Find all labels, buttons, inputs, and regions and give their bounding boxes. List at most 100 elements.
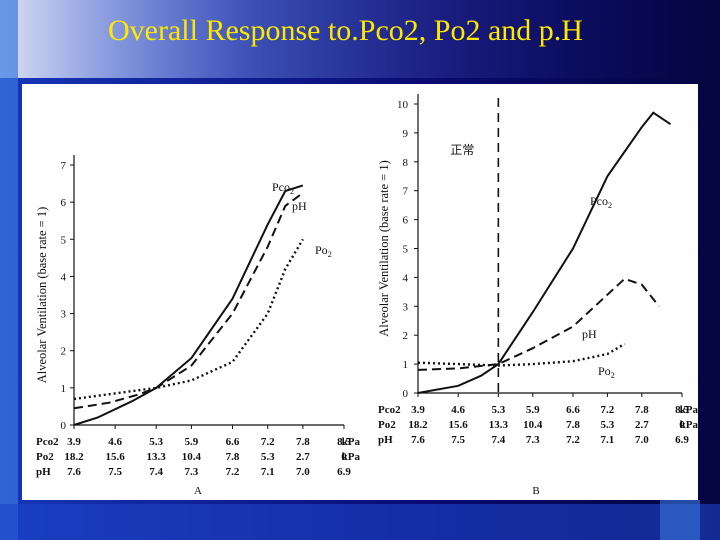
y-tick-label: 1 — [61, 383, 67, 395]
y-tick-label: 9 — [403, 128, 409, 140]
series-label-pco2: Pco2 — [590, 194, 612, 210]
x-tick-label: 3.9 — [411, 404, 425, 416]
x-tick-label: 7.0 — [635, 434, 649, 446]
series-label-pco2: Pco2 — [272, 180, 294, 196]
y-tick-label: 1 — [403, 359, 409, 371]
y-tick-label: 4 — [61, 271, 67, 283]
title-band — [0, 0, 720, 78]
panel-label: A — [194, 485, 202, 497]
x-tick-label: 4.6 — [108, 436, 122, 448]
x-tick-label: 2.7 — [296, 451, 310, 463]
x-tick-label: 7.2 — [261, 436, 275, 448]
x-tick-label: 7.3 — [526, 434, 540, 446]
normal-annotation: 正常 — [450, 143, 474, 157]
x-tick-label: 7.3 — [185, 466, 199, 478]
x-tick-label: 7.2 — [601, 404, 615, 416]
x-tick-label: 6.9 — [337, 466, 351, 478]
panel-label: B — [532, 485, 539, 497]
x-tick-label: 8.5 — [337, 436, 351, 448]
y-tick-label: 6 — [403, 215, 409, 227]
x-tick-label: 7.4 — [491, 434, 505, 446]
series-label-po2: Po2 — [315, 243, 332, 259]
x-tick-label: 7.8 — [635, 404, 649, 416]
x-tick-label: 6.6 — [566, 404, 580, 416]
x-tick-label: 0 — [341, 451, 347, 463]
series-label-ph: pH — [292, 199, 307, 213]
y-tick-label: 3 — [403, 301, 409, 313]
y-tick-label: 7 — [403, 186, 409, 198]
x-tick-label: 18.2 — [64, 451, 84, 463]
x-unit-label: kPa — [342, 451, 361, 463]
x-tick-label: 0 — [679, 419, 685, 431]
x-tick-label: 7.8 — [296, 436, 310, 448]
y-tick-label: 4 — [403, 272, 409, 284]
series-line-ph — [73, 192, 304, 410]
y-tick-label: 8 — [403, 157, 409, 169]
y-tick-label: 3 — [61, 309, 67, 321]
x-tick-label: 18.2 — [408, 419, 428, 431]
x-tick-label: 7.6 — [67, 466, 81, 478]
y-tick-label: 0 — [403, 388, 409, 400]
x-tick-label: 7.1 — [601, 434, 615, 446]
y-tick-label: 6 — [61, 197, 67, 209]
x-row-label: Pco2 — [378, 404, 401, 416]
slide-title: Overall Response to.Pco2, Po2 and p.H — [108, 14, 583, 47]
x-tick-label: 2.7 — [635, 419, 649, 431]
x-tick-label: 13.3 — [489, 419, 509, 431]
x-tick-label: 5.9 — [526, 404, 540, 416]
x-tick-label: 7.4 — [149, 466, 163, 478]
chart-a: 0 1 2 3 4 5 6 7 Alveolar Ventilation (base rate … — [35, 155, 361, 497]
x-tick-label: 7.2 — [226, 466, 240, 478]
x-tick-label: 7.1 — [261, 466, 275, 478]
y-tick-label: 5 — [403, 244, 409, 256]
y-tick-label: 2 — [61, 346, 67, 358]
x-row-label: Po2 — [36, 451, 54, 463]
x-tick-label: 6.9 — [675, 434, 689, 446]
x-tick-label: 5.3 — [261, 451, 275, 463]
series-line-po2 — [417, 342, 626, 367]
y-axis-label: Alveolar Ventilation (base rate = 1) — [35, 207, 49, 384]
y-axis-label: Alveolar Ventilation (base rate = 1) — [377, 160, 391, 337]
figure-panel: 0 1 2 3 4 5 6 7 Alveolar Ventilation (base rate … — [22, 84, 698, 500]
x-tick-label: 7.6 — [411, 434, 425, 446]
x-tick-label: 5.3 — [149, 436, 163, 448]
x-tick-label: 5.3 — [491, 404, 505, 416]
series-label-po2: Po2 — [598, 364, 615, 380]
x-tick-label: 3.9 — [67, 436, 81, 448]
x-row-label: pH — [378, 434, 393, 446]
x-tick-label: 10.4 — [182, 451, 202, 463]
chart-b: 0 1 2 3 4 5 6 7 8 9 10 Alveolar Ventilation (base r… — [377, 94, 698, 497]
x-tick-label: 4.6 — [451, 404, 465, 416]
left-accent-bar — [0, 0, 18, 540]
x-unit-label: kPa — [342, 436, 361, 448]
x-tick-label: 13.3 — [147, 451, 167, 463]
y-tick-label: 7 — [61, 160, 67, 172]
series-line-pco2 — [73, 184, 304, 426]
series-line-ph — [417, 277, 660, 371]
x-unit-label: kPa — [680, 404, 698, 416]
series-line-po2 — [73, 238, 304, 401]
x-tick-label: 7.0 — [296, 466, 310, 478]
x-tick-label: 7.8 — [566, 419, 580, 431]
x-tick-label: 7.5 — [451, 434, 465, 446]
bottom-accent-bar — [0, 504, 720, 540]
x-unit-label: kPa — [680, 419, 698, 431]
x-tick-label: 10.4 — [523, 419, 543, 431]
x-row-label: Po2 — [378, 419, 396, 431]
y-tick-label: 2 — [403, 330, 409, 342]
y-tick-label: 10 — [397, 99, 409, 111]
y-tick-label: 5 — [61, 234, 67, 246]
x-tick-label: 5.9 — [185, 436, 199, 448]
x-tick-label: 5.3 — [601, 419, 615, 431]
x-tick-label: 7.8 — [226, 451, 240, 463]
series-line-pco2 — [417, 111, 672, 394]
x-row-label: pH — [36, 466, 51, 478]
x-tick-label: 8.5 — [675, 404, 689, 416]
x-tick-label: 15.6 — [449, 419, 469, 431]
y-tick-label: 0 — [61, 420, 67, 432]
x-tick-label: 6.6 — [226, 436, 240, 448]
x-row-label: Pco2 — [36, 436, 59, 448]
x-tick-label: 7.2 — [566, 434, 580, 446]
series-label-ph: pH — [582, 327, 597, 341]
x-tick-label: 15.6 — [105, 451, 125, 463]
